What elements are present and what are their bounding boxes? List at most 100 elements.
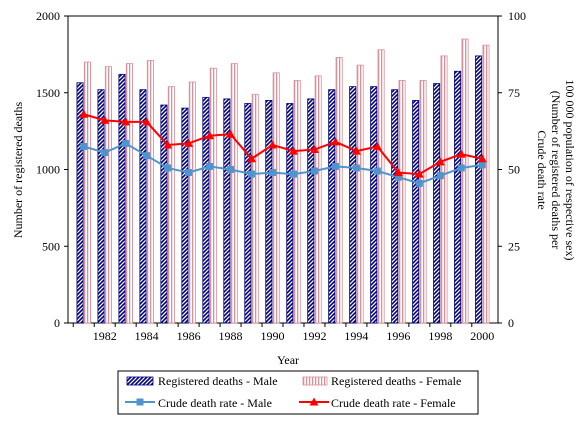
bar-registered-deaths-male-1985 [160, 104, 168, 324]
x-tick-label-1988: 1988 [219, 329, 243, 343]
point-crude-death-rate-male-1998 [436, 172, 444, 180]
bar-registered-deaths-male-1992 [307, 98, 315, 324]
legend-marker-male-rate [136, 398, 144, 406]
bar-registered-deaths-male-1984 [139, 89, 147, 324]
point-crude-death-rate-female-2000 [477, 154, 487, 163]
x-tick-label-1986: 1986 [177, 329, 201, 343]
bar-registered-deaths-female-1998 [440, 55, 448, 324]
point-crude-death-rate-female-1988 [226, 129, 236, 138]
bar-registered-deaths-female-1991 [293, 80, 301, 324]
bar-registered-deaths-female-1994 [356, 64, 364, 324]
point-crude-death-rate-male-1984 [143, 152, 151, 160]
point-crude-death-rate-male-1990 [269, 169, 277, 177]
point-crude-death-rate-female-1982 [100, 115, 110, 124]
legend-swatch-female-bars [302, 376, 328, 386]
y-left-tick-label-1000: 1000 [36, 163, 60, 177]
bar-registered-deaths-male-1999 [454, 70, 462, 324]
bar-registered-deaths-female-1981 [83, 61, 91, 324]
point-crude-death-rate-male-1999 [457, 164, 465, 172]
legend-label-female-bars: Registered deaths - Female [331, 374, 461, 388]
bar-registered-deaths-male-1994 [349, 86, 357, 324]
point-crude-death-rate-male-1997 [415, 179, 423, 187]
point-crude-death-rate-male-1996 [394, 173, 402, 181]
bar-registered-deaths-male-1998 [433, 83, 441, 324]
bars-layer [76, 38, 490, 324]
point-crude-death-rate-male-1981 [80, 142, 88, 150]
y-right-tick-label-100: 100 [508, 9, 526, 23]
bar-registered-deaths-female-1983 [125, 63, 133, 324]
legend-label-male-rate: Crude death rate - Male [158, 396, 272, 410]
y-axis-right-title: Crude death rate (Number of registered d… [535, 80, 577, 261]
bar-registered-deaths-male-2000 [475, 55, 483, 324]
point-crude-death-rate-male-1993 [331, 162, 339, 170]
point-crude-death-rate-female-1998 [435, 157, 445, 166]
point-crude-death-rate-male-1982 [101, 149, 109, 157]
point-crude-death-rate-female-1997 [414, 169, 424, 178]
bar-registered-deaths-female-1990 [272, 72, 280, 324]
point-crude-death-rate-female-1986 [184, 138, 194, 147]
bar-registered-deaths-male-1983 [118, 73, 126, 324]
legend-swatch-male-bars [126, 376, 154, 386]
point-crude-death-rate-male-1983 [122, 139, 130, 147]
point-crude-death-rate-male-1994 [352, 164, 360, 172]
bar-registered-deaths-female-1992 [314, 75, 322, 324]
point-crude-death-rate-female-1985 [163, 140, 173, 149]
bar-registered-deaths-female-1986 [188, 81, 196, 324]
point-crude-death-rate-male-1988 [227, 166, 235, 173]
y-left-tick-label-2000: 2000 [36, 9, 60, 23]
point-crude-death-rate-female-1991 [288, 146, 298, 155]
y-right-tick-label-75: 75 [508, 86, 520, 100]
legend: Registered deaths - Male Registered deat… [117, 370, 479, 415]
bar-registered-deaths-male-1990 [265, 100, 273, 324]
bar-registered-deaths-male-1981 [76, 82, 84, 324]
point-crude-death-rate-female-1987 [205, 131, 215, 140]
y-right-tick-label-50: 50 [508, 163, 520, 177]
y-left-tick-label-0: 0 [54, 316, 60, 330]
point-crude-death-rate-male-1989 [248, 170, 256, 178]
x-tick-label-1982: 1982 [93, 329, 117, 343]
axes-layer: 0 500 1000 1500 2000 0 25 50 75 100 1982 1984 1986 19… [36, 9, 526, 343]
point-crude-death-rate-male-1985 [164, 164, 172, 172]
bar-registered-deaths-male-1991 [286, 103, 294, 324]
bar-registered-deaths-male-1995 [370, 86, 378, 324]
bar-registered-deaths-female-1997 [419, 80, 427, 324]
point-crude-death-rate-female-1984 [142, 117, 152, 126]
bar-registered-deaths-female-1988 [230, 63, 238, 324]
point-crude-death-rate-female-1995 [372, 141, 382, 150]
x-tick-label-1984: 1984 [135, 329, 159, 343]
series-line-crude-death-rate-female [83, 113, 483, 176]
point-crude-death-rate-male-2000 [478, 161, 486, 169]
point-crude-death-rate-male-1992 [310, 167, 318, 175]
y-left-tick-label-1500: 1500 [36, 86, 60, 100]
bar-registered-deaths-female-1999 [461, 38, 469, 324]
lines-layer [79, 109, 487, 187]
y-axis-right-title-line-2: (Number of registered deaths per [549, 91, 563, 250]
bar-registered-deaths-male-1988 [223, 98, 231, 324]
point-crude-death-rate-female-1994 [351, 146, 361, 155]
x-tick-label-1992: 1992 [302, 329, 326, 343]
point-crude-death-rate-male-1991 [289, 170, 297, 178]
x-tick-label-1990: 1990 [261, 329, 285, 343]
bar-registered-deaths-female-1987 [209, 67, 217, 324]
legend-box [117, 370, 479, 415]
bar-registered-deaths-female-1982 [104, 66, 112, 324]
legend-label-male-bars: Registered deaths - Male [158, 374, 278, 388]
y-right-tick-label-0: 0 [508, 316, 514, 330]
legend-label-female-rate: Crude death rate - Female [331, 396, 456, 410]
bar-registered-deaths-male-1982 [97, 89, 105, 324]
point-crude-death-rate-female-1981 [79, 109, 89, 118]
y-right-tick-label-25: 25 [508, 239, 520, 253]
bar-registered-deaths-female-1984 [146, 60, 154, 324]
bar-registered-deaths-female-2000 [482, 44, 490, 324]
bar-registered-deaths-male-1987 [202, 96, 210, 324]
bar-registered-deaths-male-1986 [181, 107, 189, 324]
bar-registered-deaths-male-1997 [412, 100, 420, 324]
point-crude-death-rate-male-1986 [185, 169, 193, 177]
point-crude-death-rate-female-1996 [393, 168, 403, 177]
bar-registered-deaths-female-1985 [167, 86, 175, 324]
bar-registered-deaths-female-1995 [377, 49, 385, 324]
bar-registered-deaths-male-1989 [244, 103, 252, 324]
y-axis-right-title-line-3: 100 000 population of respective sex) [563, 80, 577, 261]
y-axis-right-title-line-1: Crude death rate [535, 130, 549, 209]
x-tick-label-1996: 1996 [386, 329, 410, 343]
